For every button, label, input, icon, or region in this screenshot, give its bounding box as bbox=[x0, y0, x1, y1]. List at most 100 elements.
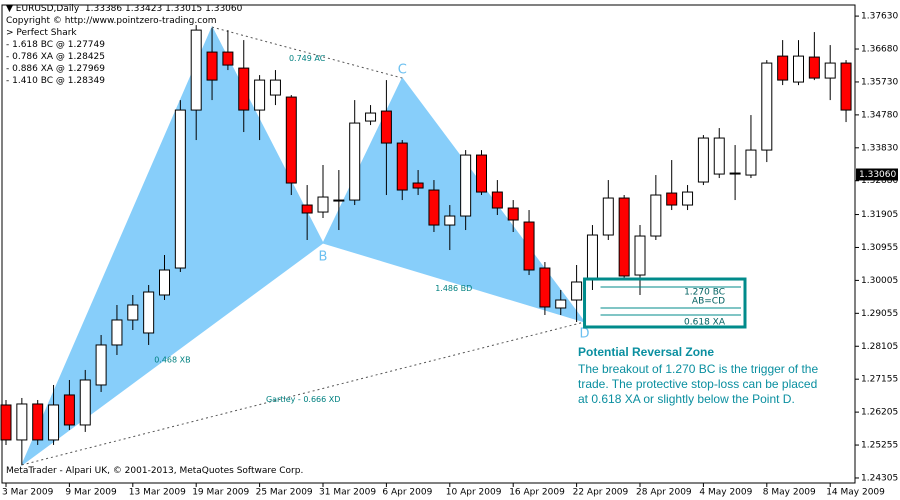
y-tick-label: 1.33830 bbox=[861, 143, 898, 153]
candle-body bbox=[713, 137, 725, 175]
x-tick-label: 4 May 2009 bbox=[699, 488, 752, 498]
header-line: Copyright © http://www.pointzero-trading… bbox=[6, 16, 217, 26]
x-tick-label: 31 Mar 2009 bbox=[319, 488, 376, 498]
pattern-point-label: C bbox=[398, 63, 407, 78]
zone-line: The breakout of 1.270 BC is the trigger … bbox=[578, 362, 819, 376]
zone-line: trade. The protective stop-loss can be p… bbox=[578, 377, 818, 391]
candle-body bbox=[63, 394, 75, 426]
x-tick-label: 28 Apr 2009 bbox=[636, 488, 692, 498]
candle-body bbox=[301, 204, 313, 214]
candle-body bbox=[586, 234, 598, 281]
last-price-label: 1.33060 bbox=[859, 170, 896, 180]
y-tick-label: 1.26205 bbox=[861, 408, 898, 418]
ratio-label: 0.468 XB bbox=[154, 355, 190, 364]
candle-body bbox=[333, 199, 345, 202]
candle-body bbox=[555, 299, 567, 309]
x-tick-label: 6 Apr 2009 bbox=[382, 488, 432, 498]
candle-body bbox=[491, 191, 503, 209]
candle-body bbox=[539, 267, 551, 308]
x-tick-label: 22 Apr 2009 bbox=[573, 488, 629, 498]
candle-body bbox=[317, 196, 329, 213]
candle-body bbox=[840, 62, 852, 111]
y-tick-label: 1.32880 bbox=[861, 176, 898, 186]
candle-body bbox=[793, 55, 804, 83]
x-tick-label: 10 Apr 2009 bbox=[446, 488, 502, 498]
candle-body bbox=[523, 221, 535, 271]
zone-box bbox=[583, 277, 747, 329]
y-tick-label: 1.28105 bbox=[861, 342, 898, 352]
header-line: - 0.786 XA @ 1.28425 bbox=[6, 52, 105, 62]
y-tick-label: 1.31905 bbox=[861, 210, 898, 220]
candle-body bbox=[238, 67, 250, 111]
y-tick-label: 1.35730 bbox=[861, 77, 898, 87]
candle-body bbox=[697, 137, 709, 183]
candle-body bbox=[349, 122, 361, 201]
x-tick-label: 9 Mar 2009 bbox=[65, 488, 117, 498]
candle-body bbox=[602, 197, 614, 236]
candle-body bbox=[0, 404, 12, 441]
pattern-point-label: D bbox=[580, 326, 590, 341]
candle-body bbox=[111, 319, 123, 346]
candle-body bbox=[159, 269, 170, 296]
x-tick-label: 13 Mar 2009 bbox=[129, 488, 186, 498]
header-line: > Perfect Shark bbox=[6, 28, 77, 38]
x-tick-label: 8 May 2009 bbox=[763, 488, 816, 498]
candle-body bbox=[476, 154, 487, 193]
last-price-box bbox=[856, 168, 898, 181]
candle-body bbox=[650, 194, 662, 237]
candle-body bbox=[571, 281, 583, 301]
zone-level-label: 1.270 BC bbox=[684, 288, 725, 298]
ratio-label: Gartley - 0.666 XD bbox=[266, 395, 340, 404]
candle-body bbox=[507, 207, 519, 221]
candle-body bbox=[634, 235, 646, 276]
candle-body bbox=[127, 304, 139, 321]
x-tick-label: 19 Mar 2009 bbox=[192, 488, 249, 498]
candle-body bbox=[777, 55, 789, 81]
footer: MetaTrader - Alpari UK, © 2001-2013, Met… bbox=[6, 466, 304, 476]
candle-body bbox=[380, 110, 392, 144]
x-tick-label: 3 Mar 2009 bbox=[2, 488, 54, 498]
x-tick-label: 25 Mar 2009 bbox=[256, 488, 313, 498]
y-tick-label: 1.30005 bbox=[861, 276, 898, 286]
candle-body bbox=[254, 79, 266, 111]
candle-body bbox=[745, 149, 757, 176]
ratio-label: 1.486 BD bbox=[435, 284, 472, 293]
ratio-line bbox=[21, 321, 585, 466]
header-line: - 1.618 BC @ 1.27749 bbox=[6, 40, 105, 50]
y-tick-label: 1.30955 bbox=[861, 243, 898, 253]
y-tick-label: 1.36680 bbox=[861, 45, 898, 55]
y-tick-label: 1.29055 bbox=[861, 309, 898, 319]
candle-body bbox=[412, 182, 424, 189]
zone-level-label: 0.618 XA bbox=[684, 317, 726, 327]
y-tick-label: 1.25255 bbox=[861, 441, 898, 451]
header-line: - 0.886 XA @ 1.27969 bbox=[6, 64, 105, 74]
candle-body bbox=[444, 215, 456, 226]
y-tick-label: 1.24305 bbox=[861, 473, 898, 483]
x-tick-label: 16 Apr 2009 bbox=[509, 488, 565, 498]
zone-line: at 0.618 XA or slightly below the Point … bbox=[578, 392, 795, 406]
candle-body bbox=[190, 29, 202, 111]
candle-body bbox=[618, 197, 630, 277]
candle-body bbox=[428, 189, 440, 226]
ratio-label: 0.749 AC bbox=[289, 54, 326, 63]
candle-body bbox=[808, 56, 820, 79]
candle-body bbox=[824, 62, 836, 79]
candle-body bbox=[761, 62, 773, 151]
candle-body bbox=[269, 79, 281, 96]
candle-body bbox=[729, 172, 741, 175]
candle-body bbox=[16, 403, 28, 441]
candle-body bbox=[285, 96, 297, 184]
candle-body bbox=[95, 344, 107, 386]
x-tick-label: 14 May 2009 bbox=[826, 488, 885, 498]
symbol-line: ▼ EURUSD,Daily 1.33386 1.33423 1.33015 1… bbox=[6, 4, 243, 14]
zone-note: Potential Reversal Zone The breakout of … bbox=[578, 345, 878, 407]
candle-body bbox=[143, 291, 155, 334]
candle-body bbox=[396, 142, 408, 191]
header-line: - 1.410 BC @ 1.28349 bbox=[6, 76, 105, 86]
y-tick-label: 1.34780 bbox=[861, 110, 898, 120]
pattern-point-label: B bbox=[319, 250, 328, 265]
candle-body bbox=[206, 51, 218, 81]
y-tick-label: 1.37630 bbox=[861, 12, 898, 22]
